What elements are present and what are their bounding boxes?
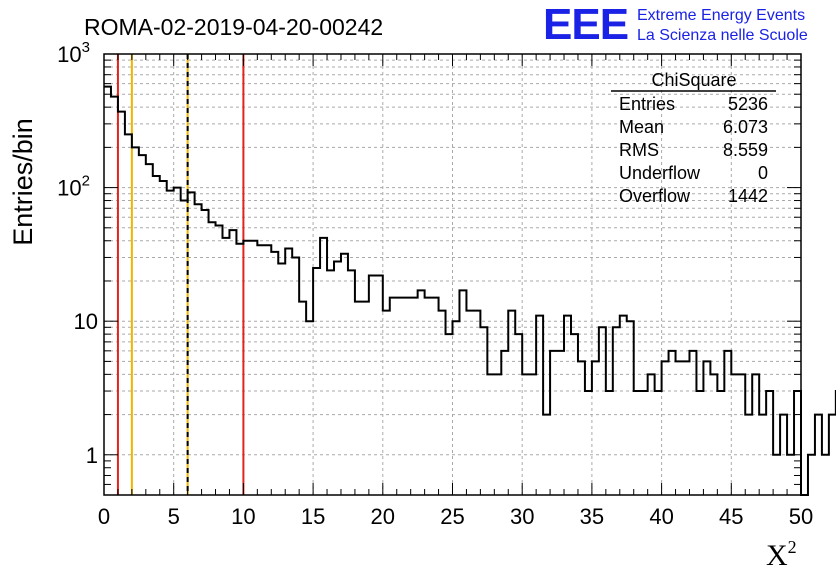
- stats-row-value: 5236: [728, 94, 768, 114]
- x-tick-label: 15: [301, 504, 325, 529]
- stats-row-label: Overflow: [619, 186, 691, 206]
- y-axis-ticks: 1 10 102 103: [57, 39, 801, 496]
- x-tick-label: 50: [789, 504, 813, 529]
- x-axis-label: X2: [766, 537, 797, 572]
- histogram-series: [104, 85, 836, 496]
- stats-row-label: Underflow: [619, 163, 701, 183]
- stats-title: ChiSquare: [651, 70, 736, 90]
- x-tick-label: 45: [719, 504, 743, 529]
- stats-row-value: 0: [758, 163, 768, 183]
- logo-line2: La Scienza nelle Scuole: [637, 27, 808, 44]
- reference-lines: [116, 54, 245, 495]
- x-axis-ticks: 0 5 10 15 20 25 30 35 40 45 50: [98, 54, 813, 529]
- stats-row-value: 1442: [728, 186, 768, 206]
- x-tick-label: 25: [440, 504, 464, 529]
- chart-title: ROMA-02-2019-04-20-00242: [84, 14, 383, 40]
- stats-row-label: Mean: [619, 117, 664, 137]
- logo-mark: EEE: [543, 0, 628, 49]
- x-tick-label: 30: [510, 504, 534, 529]
- stats-row-label: Entries: [619, 94, 675, 114]
- x-tick-label: 35: [580, 504, 604, 529]
- y-tick-label: 10: [74, 309, 98, 334]
- y-tick-label: 103: [57, 39, 90, 67]
- x-tick-label: 20: [371, 504, 395, 529]
- stats-row-value: 6.073: [723, 117, 768, 137]
- x-tick-label: 10: [231, 504, 255, 529]
- y-axis-label: Entries/bin: [8, 118, 38, 246]
- grid-lines: [104, 54, 801, 495]
- eee-logo: EEE Extreme Energy Events La Scienza nel…: [543, 0, 808, 49]
- x-tick-label: 5: [168, 504, 180, 529]
- stats-row-label: RMS: [619, 140, 659, 160]
- stats-box: ChiSquare Entries 5236 Mean 6.073 RMS 8.559 Un…: [611, 70, 776, 206]
- y-tick-label: 102: [57, 173, 90, 201]
- x-tick-label: 0: [98, 504, 110, 529]
- logo-line1: Extreme Energy Events: [637, 7, 805, 24]
- stats-row-value: 8.559: [723, 140, 768, 160]
- x-tick-label: 40: [649, 504, 673, 529]
- y-tick-label: 1: [86, 443, 98, 468]
